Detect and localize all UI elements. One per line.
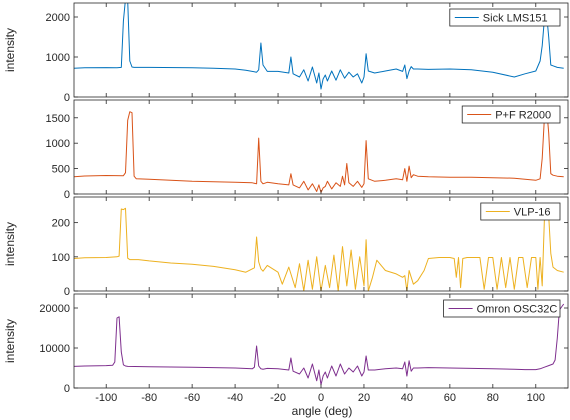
y-axis-label-panel-4: intensity bbox=[3, 319, 17, 363]
y-tick-label: 20000 bbox=[39, 303, 70, 315]
y-tick-label: 10000 bbox=[39, 343, 70, 355]
x-tick-label: -40 bbox=[227, 392, 243, 404]
legend-label: Sick LMS151 bbox=[483, 13, 548, 25]
x-tick-label: -60 bbox=[184, 392, 200, 404]
panel-4: 0 10000 20000 intensity Omron OSC32C bbox=[3, 293, 569, 395]
y-axis-label-panel-3: intensity bbox=[3, 222, 17, 266]
x-tick-label: -80 bbox=[141, 392, 157, 404]
legend-label: P+F R2000 bbox=[495, 110, 551, 122]
y-tick-label: 0 bbox=[64, 383, 70, 395]
legend-box bbox=[480, 202, 561, 221]
x-tick-label: 0 bbox=[318, 392, 324, 404]
panel-1: 0 1000 2000 intensity Sick LMS151 bbox=[3, 2, 569, 104]
x-tick-label: -20 bbox=[270, 392, 286, 404]
y-tick-label: 500 bbox=[52, 164, 70, 176]
y-tick-label: 1000 bbox=[46, 52, 70, 64]
panel-2: 0 500 1000 1500 P+F R2000 bbox=[46, 99, 569, 201]
shared-x-axis: -100 -80 -60 -40 -20 0 20 40 60 80 100 bbox=[95, 392, 545, 404]
legend-box bbox=[449, 8, 561, 27]
series-line-panel-4 bbox=[74, 303, 565, 386]
y-tick-label: 0 bbox=[64, 189, 70, 201]
y-axis-label-panel-1: intensity bbox=[3, 28, 17, 72]
x-tick-label: 100 bbox=[527, 392, 545, 404]
y-tick-label: 1500 bbox=[46, 113, 70, 125]
x-tick-label: -100 bbox=[95, 392, 117, 404]
series-line-panel-3 bbox=[74, 207, 564, 291]
x-tick-label: 40 bbox=[401, 392, 413, 404]
panel-3: 0 100 200 intensity VLP-16 bbox=[3, 196, 569, 298]
legend-box bbox=[461, 105, 561, 124]
legend-panel-1: Sick LMS151 bbox=[449, 8, 561, 27]
y-tick-label: 0 bbox=[64, 92, 70, 104]
legend-box bbox=[443, 299, 561, 318]
legend-label: Omron OSC32C bbox=[477, 304, 558, 316]
series-line-panel-2 bbox=[74, 106, 564, 193]
legend-panel-3: VLP-16 bbox=[480, 202, 561, 221]
y-tick-label: 100 bbox=[52, 252, 70, 264]
y-tick-label: 2000 bbox=[46, 12, 70, 24]
y-tick-label: 0 bbox=[64, 286, 70, 298]
y-tick-label: 1000 bbox=[46, 138, 70, 150]
y-tick-label: 200 bbox=[52, 218, 70, 230]
x-tick-label: 20 bbox=[358, 392, 370, 404]
x-axis-label: angle (deg) bbox=[292, 404, 353, 418]
legend-panel-4: Omron OSC32C bbox=[443, 299, 561, 318]
legend-panel-2: P+F R2000 bbox=[461, 105, 561, 124]
legend-label: VLP-16 bbox=[514, 207, 551, 219]
x-tick-label: 60 bbox=[444, 392, 456, 404]
series-line-panel-1 bbox=[74, 3, 564, 90]
x-tick-label: 80 bbox=[487, 392, 499, 404]
